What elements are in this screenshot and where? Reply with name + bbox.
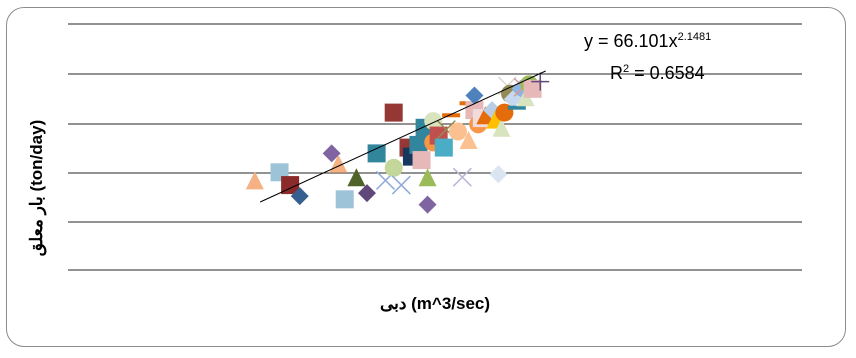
data-point-0: [245, 171, 264, 190]
data-point-24: [434, 138, 453, 157]
data-point-39: [492, 118, 511, 137]
data-point-6: [335, 190, 354, 209]
data-point-7: [347, 168, 366, 187]
data-point-38: [489, 165, 508, 184]
data-point-49: [523, 79, 542, 98]
data-point-20: [418, 195, 437, 214]
data-point-35: [476, 106, 495, 125]
data-point-21: [424, 112, 443, 131]
r2-value: = 0.6584: [629, 63, 705, 83]
equation-exponent: 2.1481: [677, 31, 712, 43]
data-point-17: [412, 151, 431, 170]
data-point-4: [322, 144, 341, 163]
data-point-44: [507, 105, 526, 110]
data-point-50: [531, 72, 550, 91]
data-point-30: [459, 131, 478, 149]
data-point-9: [367, 144, 386, 163]
data-point-3: [290, 187, 309, 206]
data-point-43: [503, 90, 522, 109]
data-point-32: [465, 86, 484, 105]
data-point-8: [357, 184, 376, 203]
r2-exponent: 2: [623, 63, 630, 75]
data-point-11: [384, 103, 403, 122]
r-squared: R2 = 0.6584: [610, 63, 705, 84]
grid-lines: [68, 23, 802, 271]
data-point-13: [391, 175, 411, 195]
data-point-26: [442, 113, 461, 118]
r2-label: R: [610, 63, 623, 83]
x-axis-label: دبی (m^3/sec): [379, 294, 491, 313]
trendline-equation: y = 66.101x2.1481: [584, 31, 711, 52]
equation-text: y = 66.101x: [584, 31, 678, 51]
data-point-16: [409, 135, 428, 154]
data-point-12: [384, 158, 403, 177]
data-point-2: [281, 176, 300, 195]
y-axis-label: بار معلق (ton/day): [27, 119, 46, 257]
trendline: [260, 70, 546, 203]
data-point-28: [452, 167, 472, 187]
data-point-19: [418, 168, 437, 187]
data-point-27: [448, 122, 467, 141]
data-points: [245, 72, 550, 214]
